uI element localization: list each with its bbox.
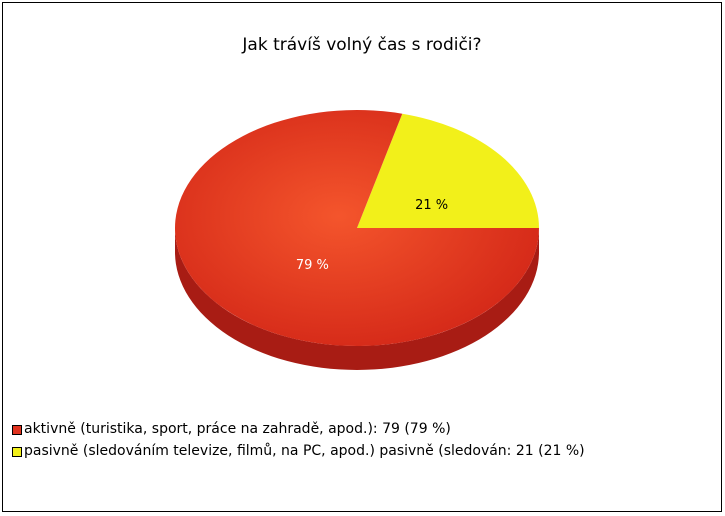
pie-slice bbox=[175, 110, 540, 346]
legend-swatch bbox=[12, 425, 22, 435]
legend-item: pasivně (sledováním televize, filmů, na … bbox=[12, 443, 712, 460]
pie-slice bbox=[357, 113, 539, 228]
legend: aktivně (turistika, sport, práce na zahr… bbox=[12, 421, 712, 465]
legend-label: pasivně (sledováním televize, filmů, na … bbox=[24, 443, 585, 459]
legend-item: aktivně (turistika, sport, práce na zahr… bbox=[12, 421, 712, 438]
chart-title: Jak trávíš volný čas s rodiči? bbox=[241, 35, 481, 55]
data-label: 21 % bbox=[415, 198, 448, 213]
legend-label: aktivně (turistika, sport, práce na zahr… bbox=[24, 421, 451, 437]
legend-swatch bbox=[12, 447, 22, 457]
pie-side bbox=[175, 228, 539, 370]
data-label: 79 % bbox=[296, 258, 329, 273]
